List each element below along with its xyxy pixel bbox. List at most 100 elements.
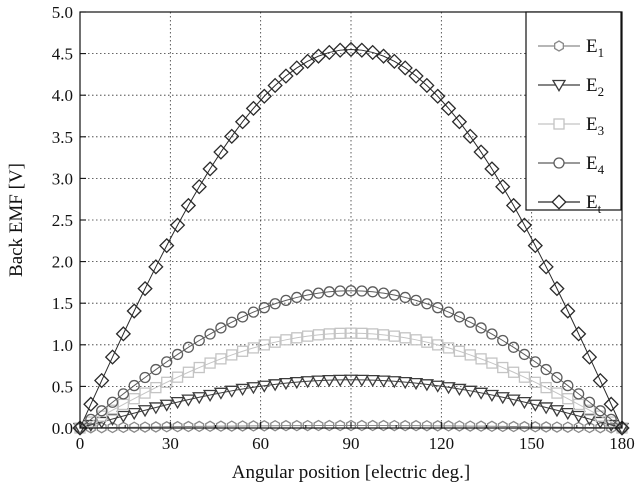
data-point	[451, 114, 468, 130]
data-point	[473, 387, 489, 400]
x-tick-label: 120	[429, 434, 455, 453]
legend-item: Et	[538, 192, 602, 216]
legend-marker	[553, 157, 565, 169]
data-point	[202, 389, 218, 402]
data-point	[172, 420, 183, 433]
data-point	[213, 144, 229, 160]
grid	[80, 12, 622, 428]
data-point	[278, 377, 294, 391]
data-point	[248, 420, 259, 432]
data-point	[302, 419, 313, 432]
data-point	[507, 341, 520, 353]
data-point	[246, 382, 261, 395]
x-tick-label: 150	[519, 434, 545, 453]
data-point	[495, 179, 511, 195]
data-point	[540, 381, 552, 394]
data-point	[236, 311, 249, 323]
data-point	[517, 396, 532, 410]
data-point	[356, 285, 368, 297]
data-point	[419, 379, 435, 392]
data-point	[118, 421, 129, 434]
data-point	[528, 399, 543, 412]
legend-item: E1	[538, 36, 604, 60]
data-point	[541, 421, 552, 433]
data-point	[497, 420, 508, 433]
legend-marker	[553, 118, 565, 130]
data-point	[497, 361, 509, 374]
data-point	[386, 53, 403, 70]
data-point	[269, 336, 281, 348]
data-point	[204, 357, 216, 369]
data-point	[411, 419, 422, 432]
data-point	[441, 382, 456, 395]
data-point	[419, 77, 435, 94]
data-point	[193, 334, 205, 347]
data-point	[570, 326, 587, 342]
data-point	[128, 379, 140, 392]
y-tick-label: 0.0	[52, 419, 73, 438]
data-point	[139, 387, 151, 399]
data-point	[192, 392, 207, 405]
data-point	[301, 289, 314, 301]
y-tick-label: 2.0	[52, 253, 73, 272]
data-point	[518, 371, 531, 383]
data-point	[432, 302, 444, 314]
data-point	[388, 289, 401, 301]
data-point	[159, 237, 175, 254]
data-point	[476, 420, 487, 432]
data-point	[399, 332, 411, 344]
data-point	[127, 407, 142, 421]
data-point	[150, 421, 161, 433]
data-point	[345, 327, 357, 339]
data-point	[551, 421, 562, 433]
data-point	[137, 280, 153, 297]
data-point	[440, 100, 457, 117]
legend-item: E2	[538, 75, 604, 99]
data-point	[161, 421, 172, 433]
data-point	[473, 144, 489, 160]
data-point	[365, 44, 381, 61]
data-point	[72, 420, 88, 436]
data-point	[592, 372, 608, 389]
data-point	[129, 421, 140, 433]
data-point	[322, 374, 337, 388]
data-point	[213, 387, 229, 400]
legend-label: E3	[586, 114, 604, 138]
data-point	[310, 48, 327, 64]
data-point	[291, 291, 303, 304]
data-point	[398, 376, 413, 390]
data-point	[387, 376, 402, 389]
data-point	[516, 217, 533, 233]
data-point	[106, 404, 119, 416]
data-point	[267, 77, 283, 94]
data-point	[226, 316, 238, 328]
data-point	[549, 405, 565, 418]
y-tick-label: 3.5	[52, 128, 73, 147]
data-point	[507, 366, 520, 378]
data-point	[464, 316, 476, 328]
series-line	[79, 48, 623, 429]
data-point	[148, 259, 164, 275]
data-point	[497, 334, 509, 347]
data-point	[267, 379, 283, 392]
data-point	[85, 413, 97, 426]
data-point	[527, 237, 543, 254]
data-point	[572, 388, 585, 400]
data-point	[150, 363, 162, 376]
data-point	[399, 291, 411, 304]
data-point	[171, 348, 184, 361]
data-point	[430, 88, 446, 104]
data-point	[562, 393, 574, 405]
data-point	[333, 374, 348, 387]
data-point	[236, 345, 249, 357]
x-tick-label: 90	[343, 434, 360, 453]
data-point	[464, 349, 476, 361]
data-point	[343, 41, 359, 58]
data-point	[562, 421, 573, 433]
data-point	[595, 421, 606, 434]
data-point	[376, 375, 391, 388]
data-point	[226, 349, 238, 361]
data-point	[540, 363, 552, 376]
legend: E1 E2 E3 E4 Et	[525, 11, 622, 216]
